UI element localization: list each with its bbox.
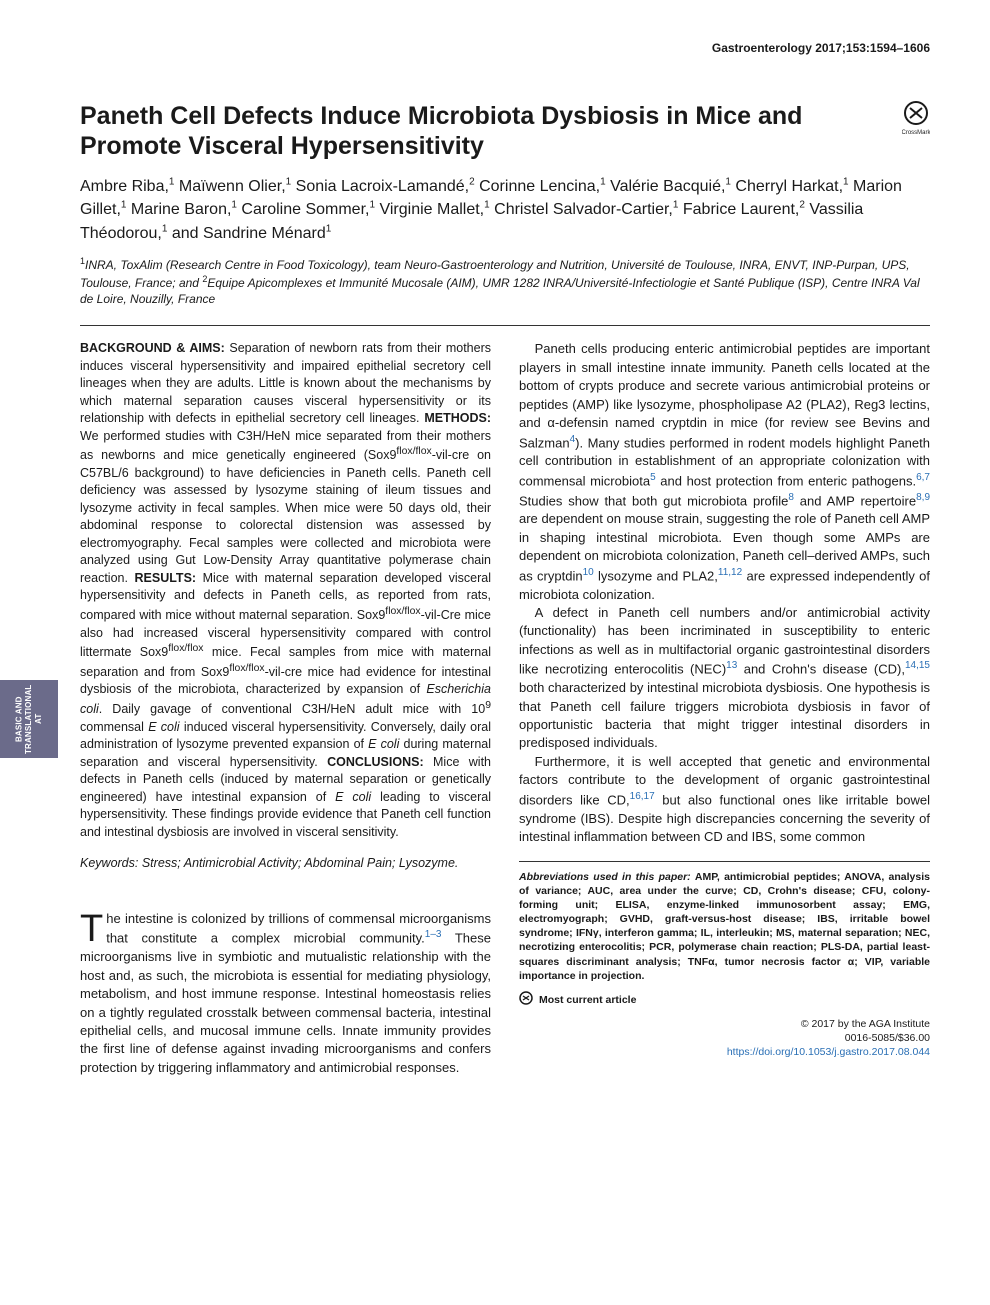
section-side-tab: BASIC AND TRANSLATIONAL AT <box>0 680 58 758</box>
abstract-methods-label: METHODS: <box>424 411 491 425</box>
affiliations: 1INRA, ToxAlim (Research Centre in Food … <box>80 255 930 308</box>
ref-link[interactable]: 16,17 <box>630 791 655 802</box>
most-current-row: Most current article <box>519 991 930 1009</box>
spacer <box>80 892 491 910</box>
body-p3-c: both characterized by intestinal microbi… <box>519 680 930 750</box>
abbrev-label: Abbreviations used in this paper: <box>519 871 691 883</box>
ref-link[interactable]: 1–3 <box>425 929 442 940</box>
title-rule <box>80 325 930 326</box>
footer-box: Abbreviations used in this paper: AMP, a… <box>519 861 930 1060</box>
ref-link[interactable]: 13 <box>726 660 737 671</box>
abstract-results-text: Mice with maternal separation developed … <box>80 571 491 769</box>
body-p2-e: and AMP repertoire <box>794 493 916 508</box>
most-current-label: Most current article <box>539 993 636 1007</box>
article-title: Paneth Cell Defects Induce Microbiota Dy… <box>80 101 890 161</box>
ref-link[interactable]: 6,7 <box>916 472 930 483</box>
page: BASIC AND TRANSLATIONAL AT Gastroenterol… <box>0 0 990 1117</box>
body-p2: Paneth cells producing enteric antimicro… <box>519 340 930 604</box>
body-p1: The intestine is colonized by trillions … <box>80 910 491 1077</box>
dropcap: T <box>80 910 106 945</box>
crossmark-icon[interactable]: CrossMark <box>902 101 930 142</box>
body-p3-b: and Crohn's disease (CD), <box>737 662 905 677</box>
copyright-line-2: 0016-5085/$36.00 <box>519 1031 930 1045</box>
abbrev-text: AMP, antimicrobial peptides; ANOVA, anal… <box>519 871 930 982</box>
body-p2-d: Studies show that both gut microbiota pr… <box>519 493 788 508</box>
doi-link[interactable]: https://doi.org/10.1053/j.gastro.2017.08… <box>727 1046 930 1058</box>
ref-link[interactable]: 11,12 <box>718 567 742 578</box>
ref-link[interactable]: 10 <box>583 567 594 578</box>
keywords-label: Keywords: <box>80 856 138 870</box>
abstract: BACKGROUND & AIMS: Separation of newborn… <box>80 340 491 841</box>
body-p2-c: and host protection from enteric pathoge… <box>656 473 916 488</box>
copyright-block: © 2017 by the AGA Institute 0016-5085/$3… <box>519 1017 930 1060</box>
copyright-line-1: © 2017 by the AGA Institute <box>519 1017 930 1031</box>
abstract-bg-label: BACKGROUND & AIMS: <box>80 341 225 355</box>
body-p3: A defect in Paneth cell numbers and/or a… <box>519 604 930 753</box>
svg-text:CrossMark: CrossMark <box>902 130 930 136</box>
author-list: Ambre Riba,1 Maïwenn Olier,1 Sonia Lacro… <box>80 175 930 245</box>
abstract-conclusions-label: CONCLUSIONS: <box>327 755 424 769</box>
title-row: Paneth Cell Defects Induce Microbiota Dy… <box>80 101 930 175</box>
running-head: Gastroenterology 2017;153:1594–1606 <box>80 40 930 56</box>
ref-link[interactable]: 14,15 <box>905 660 930 671</box>
abstract-results-label: RESULTS: <box>135 571 197 585</box>
body-p2-a: Paneth cells producing enteric antimicro… <box>519 341 930 450</box>
body-p1-b: These microorganisms live in symbiotic a… <box>80 931 491 1075</box>
body-p2-g: lysozyme and PLA2, <box>594 568 718 583</box>
abstract-methods-text: We performed studies with C3H/HeN mice s… <box>80 429 491 585</box>
abbreviations: Abbreviations used in this paper: AMP, a… <box>519 870 930 983</box>
most-current-icon <box>519 991 533 1009</box>
ref-link[interactable]: 8,9 <box>916 492 930 503</box>
keywords: Keywords: Stress; Antimicrobial Activity… <box>80 855 491 872</box>
two-column-body: BACKGROUND & AIMS: Separation of newborn… <box>80 340 930 1077</box>
keywords-text: Stress; Antimicrobial Activity; Abdomina… <box>142 856 459 870</box>
body-p4: Furthermore, it is well accepted that ge… <box>519 753 930 847</box>
